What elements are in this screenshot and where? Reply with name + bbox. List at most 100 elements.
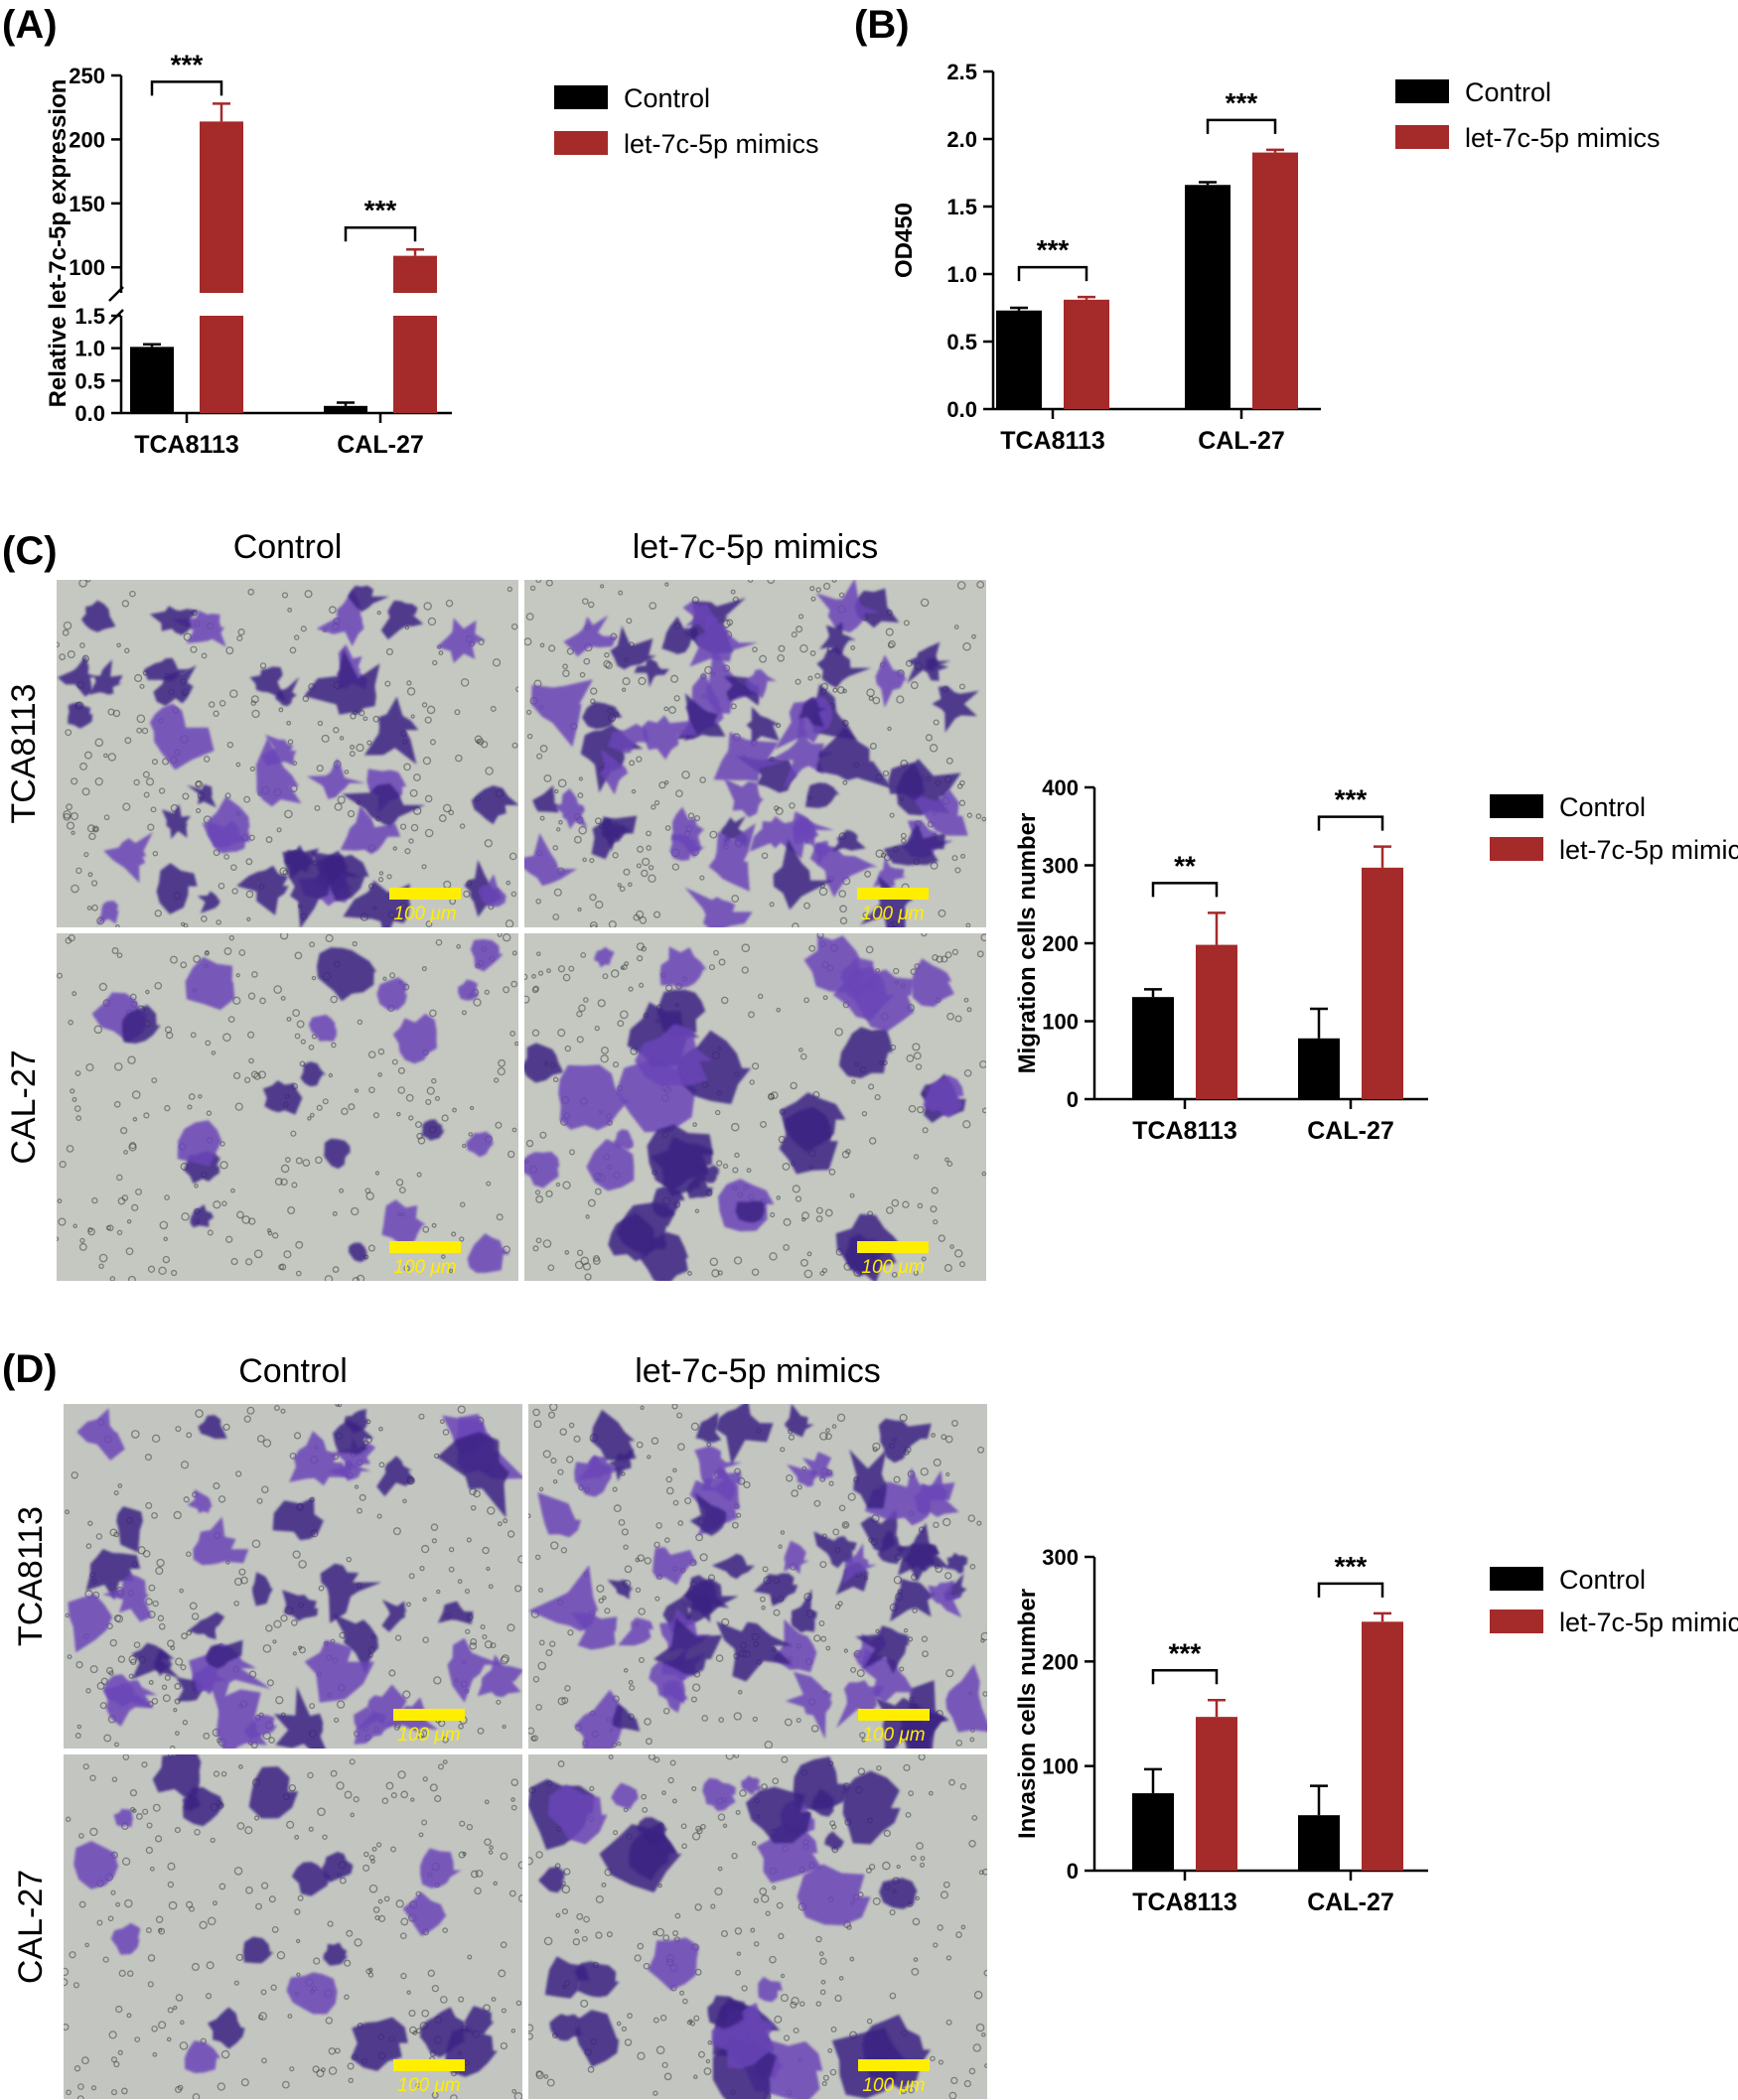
y-tick-label-b-3: 1.5 — [946, 195, 977, 219]
scale-bar-d-1-0 — [858, 1709, 930, 1721]
y-tick-label-d-0: 0 — [1067, 1859, 1079, 1884]
scale-bar-d-0-0 — [393, 1709, 465, 1721]
micrograph-c-cal-27-control: 100 μm — [57, 933, 518, 1281]
y-tick-label-upper-a-2: 200 — [69, 127, 105, 152]
significance-bracket-d-1 — [1317, 1582, 1384, 1598]
y-tick-label-upper-a-1: 150 — [69, 192, 105, 216]
bar-a-TCA8113-mimics-upper — [200, 121, 243, 294]
row-title-d-tca8113: TCA8113 — [12, 1506, 50, 1646]
significance-label-c-1: *** — [1335, 784, 1368, 815]
error-bar-d-CAL-27-mimics — [1374, 1611, 1391, 1622]
legend-swatch-control-a — [554, 85, 608, 109]
legend-swatch-control-b — [1395, 79, 1449, 103]
x-tick-label-b-0: TCA8113 — [1000, 427, 1105, 455]
legend-label-control-b: Control — [1465, 77, 1551, 107]
scale-bar-label-d-1-0: 100 μm — [862, 1725, 925, 1746]
y-tick-label-c-0: 0 — [1067, 1087, 1079, 1112]
bar-b-TCA8113-control — [996, 310, 1042, 409]
bar-b-CAL-27-control — [1185, 185, 1231, 409]
x-tick-label-c-0: TCA8113 — [1132, 1117, 1237, 1145]
micrograph-field-d-1-0 — [528, 1404, 987, 1749]
x-tick-label-a-0: TCA8113 — [134, 431, 239, 459]
bar-c-CAL-27-mimics — [1362, 867, 1403, 1099]
error-bar-c-CAL-27-control — [1310, 1007, 1328, 1039]
scale-bar-c-1-0 — [857, 888, 929, 900]
micrograph-d-cal-27-mimics: 100 μm — [528, 1754, 987, 2099]
bar-d-CAL-27-mimics — [1362, 1621, 1403, 1871]
significance-label-b-0: *** — [1037, 234, 1070, 265]
y-tick-label-b-0: 0.0 — [946, 397, 977, 422]
micrograph-d-tca8113-control: 100 μm — [64, 1404, 522, 1749]
error-bar-a-TCA8113-mimics — [213, 102, 230, 122]
significance-bracket-c-1 — [1317, 815, 1384, 831]
legend-swatch-mimics-d — [1490, 1610, 1543, 1633]
bar-c-TCA8113-mimics — [1196, 944, 1237, 1099]
error-bar-c-TCA8113-mimics — [1208, 911, 1226, 945]
significance-label-d-1: *** — [1335, 1551, 1368, 1582]
y-tick-label-lower-a-0: 0.0 — [74, 401, 105, 426]
scale-bar-c-0-0 — [389, 888, 461, 900]
legend-swatch-mimics-a — [554, 131, 608, 155]
significance-bracket-d-0 — [1151, 1669, 1219, 1685]
row-title-c-tca8113: TCA8113 — [5, 683, 43, 823]
x-tick-label-c-1: CAL-27 — [1307, 1117, 1394, 1145]
significance-label-b-1: *** — [1226, 87, 1258, 118]
micrograph-c-cal-27-mimics: 100 μm — [524, 933, 986, 1281]
legend-swatch-control-c — [1490, 794, 1543, 818]
micrograph-field-c-0-1 — [57, 933, 518, 1281]
micrograph-field-c-1-1 — [524, 933, 986, 1281]
legend-label-control-a: Control — [624, 83, 710, 113]
scale-bar-label-d-1-1: 100 μm — [862, 2075, 925, 2096]
error-bar-d-TCA8113-mimics — [1208, 1699, 1226, 1718]
error-bar-a-CAL-27-control — [337, 401, 355, 406]
y-axis-label-b: OD450 — [891, 203, 918, 278]
significance-label-a-1: *** — [364, 195, 397, 225]
scale-bar-c-0-1 — [389, 1241, 461, 1253]
bar-b-CAL-27-mimics — [1252, 152, 1298, 409]
bar-a-TCA8113-mimics-lower — [200, 316, 243, 413]
y-tick-label-lower-a-3: 1.5 — [74, 304, 105, 329]
y-axis-label-d: Invasion cells number — [1014, 1589, 1041, 1839]
x-tick-label-d-1: CAL-27 — [1307, 1889, 1394, 1916]
error-bar-b-TCA8113-mimics — [1078, 295, 1095, 300]
micrograph-field-d-1-1 — [528, 1754, 987, 2099]
error-bar-c-CAL-27-mimics — [1374, 845, 1391, 868]
error-bar-b-TCA8113-control — [1010, 306, 1028, 311]
legend-label-control-d: Control — [1559, 1565, 1646, 1595]
significance-label-a-0: *** — [171, 49, 204, 79]
error-bar-d-TCA8113-control — [1144, 1767, 1162, 1794]
y-tick-label-b-4: 2.0 — [946, 127, 977, 152]
significance-label-d-0: *** — [1169, 1637, 1202, 1668]
error-bar-b-CAL-27-mimics — [1266, 148, 1284, 153]
column-title-c-control: Control — [233, 528, 343, 566]
legend-swatch-control-d — [1490, 1567, 1543, 1591]
chart-b: 0.0 0.5 1.0 1.5 2.0 2.5 OD450 TCA8113 *** CAL-27 *… — [891, 60, 1661, 455]
legend-label-mimics-a: let-7c-5p mimics — [624, 129, 819, 159]
panel-label-a: (A) — [2, 3, 58, 47]
scale-bar-d-1-1 — [858, 2059, 930, 2071]
error-bar-c-TCA8113-control — [1144, 988, 1162, 998]
significance-bracket-a-1 — [344, 225, 417, 242]
column-title-c-mimics: let-7c-5p mimics — [633, 528, 878, 566]
bar-a-CAL-27-mimics-lower — [393, 316, 437, 413]
micrograph-c-tca8113-mimics: 100 μm — [524, 580, 986, 927]
scale-bar-label-c-0-1: 100 μm — [393, 1257, 456, 1278]
bar-a-TCA8113-control — [130, 347, 174, 413]
significance-bracket-b-1 — [1206, 118, 1277, 134]
row-title-d-cal-27: CAL-27 — [12, 1870, 50, 1984]
error-bar-d-CAL-27-control — [1310, 1784, 1328, 1816]
scale-bar-label-d-0-1: 100 μm — [397, 2075, 460, 2096]
legend-swatch-mimics-b — [1395, 125, 1449, 149]
y-tick-label-lower-a-2: 1.0 — [74, 337, 105, 361]
y-axis-label-a: Relative let-7c-5p expression — [45, 79, 72, 408]
y-tick-label-c-4: 400 — [1042, 775, 1079, 800]
bar-d-CAL-27-control — [1298, 1815, 1340, 1871]
panel-label-d: (D) — [2, 1347, 58, 1391]
legend-label-mimics-b: let-7c-5p mimics — [1465, 123, 1661, 153]
scale-bar-c-1-1 — [857, 1241, 929, 1253]
y-tick-label-b-2: 1.0 — [946, 262, 977, 287]
x-tick-label-b-1: CAL-27 — [1198, 427, 1285, 455]
scale-bar-label-c-1-1: 100 μm — [861, 1257, 924, 1278]
